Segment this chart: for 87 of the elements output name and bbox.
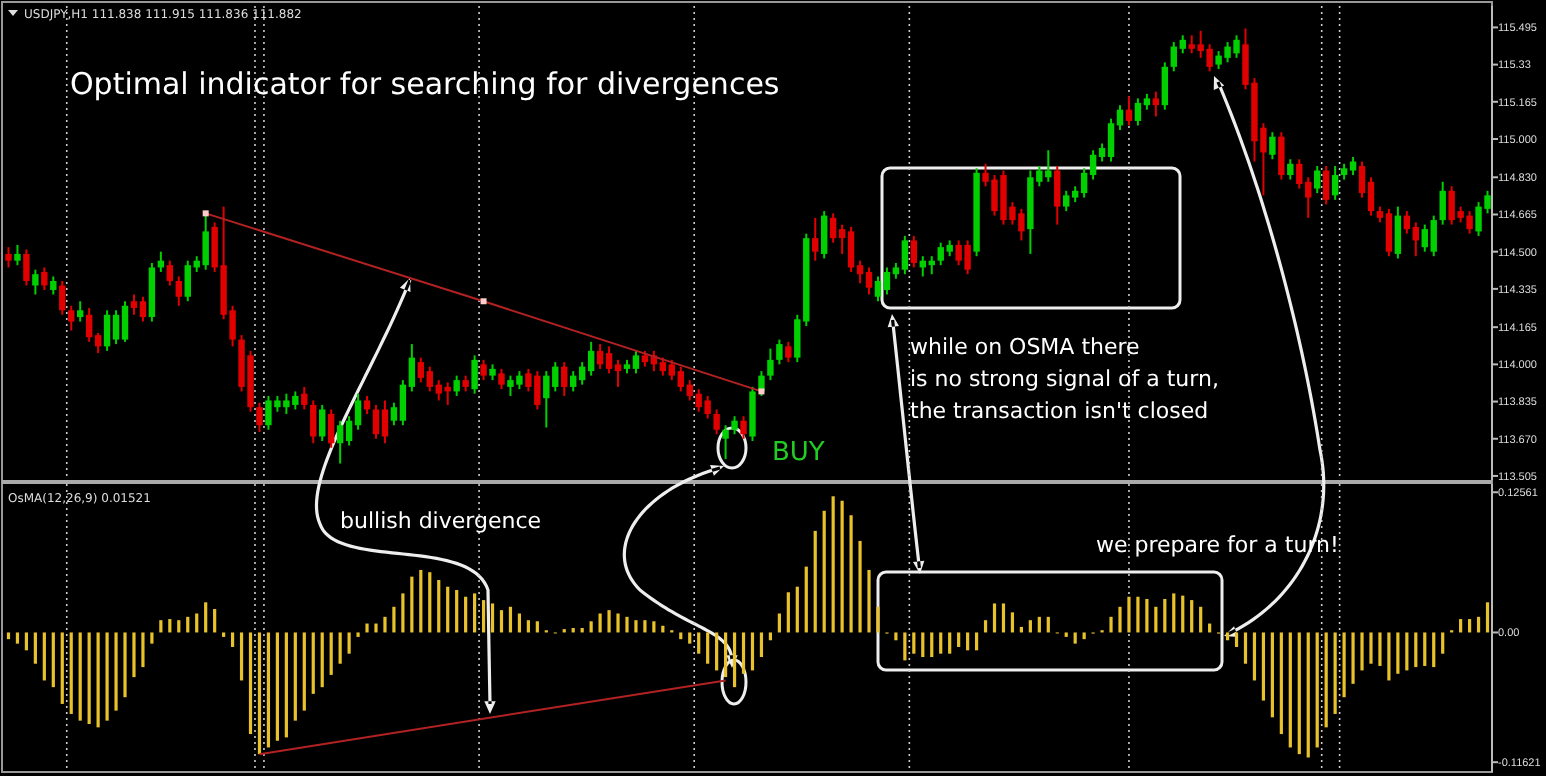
candlestick — [829, 212, 837, 244]
candlestick — [256, 401, 263, 433]
candlestick — [901, 234, 909, 276]
candlestick — [112, 309, 120, 346]
candlestick — [14, 243, 21, 267]
candlestick — [1322, 165, 1330, 206]
candlestick — [1278, 131, 1285, 181]
candlestick — [1152, 90, 1160, 118]
candlestick — [874, 275, 882, 303]
candlestick — [103, 309, 111, 352]
candlestick — [883, 266, 891, 296]
candlestick — [130, 293, 138, 316]
annotation: bullish divergence — [340, 508, 542, 534]
candlestick — [587, 340, 595, 377]
candlestick — [767, 347, 774, 382]
candlestick — [847, 225, 855, 273]
candlestick — [336, 419, 344, 465]
candlestick — [121, 300, 129, 343]
candlestick — [731, 415, 738, 436]
candlestick — [59, 279, 66, 316]
candlestick — [659, 356, 667, 377]
candlestick — [1385, 207, 1393, 258]
candlestick — [1430, 214, 1437, 258]
candlestick — [202, 212, 209, 271]
candlestick — [561, 361, 568, 397]
candlestick — [76, 300, 84, 323]
candlestick — [749, 385, 756, 443]
candlestick — [453, 374, 460, 397]
candlestick — [1287, 158, 1294, 181]
candlestick — [1439, 180, 1446, 226]
candlestick — [1063, 189, 1070, 213]
candlestick — [776, 338, 783, 366]
candlestick — [596, 343, 604, 370]
candlestick — [1349, 156, 1357, 177]
candlestick — [1269, 131, 1276, 161]
candlestick — [570, 370, 577, 393]
candlestick — [498, 367, 505, 391]
point — [480, 298, 487, 305]
candlestick — [605, 345, 613, 375]
candlestick — [740, 415, 747, 440]
candlestick — [820, 210, 828, 260]
candlestick — [713, 408, 720, 436]
candlestick — [812, 216, 819, 262]
candlestick — [5, 246, 12, 269]
candlestick — [1331, 165, 1339, 201]
candlestick — [632, 349, 640, 375]
candlestick — [23, 248, 30, 287]
candlestick — [319, 403, 326, 443]
candlestick — [327, 408, 335, 449]
point — [758, 388, 765, 395]
candlestick — [381, 399, 389, 445]
candlestick — [41, 266, 48, 291]
candlestick — [139, 295, 147, 323]
candlestick — [372, 403, 380, 440]
text: Optimal indicator for searching for divergences — [70, 66, 780, 102]
candlestick — [363, 394, 371, 415]
candlestick — [301, 385, 308, 411]
candlestick — [910, 234, 918, 269]
candlestick — [1054, 165, 1061, 226]
candlestick — [32, 268, 39, 296]
candlestick — [1394, 205, 1402, 260]
candlestick — [722, 424, 729, 461]
candlestick — [865, 266, 873, 296]
point — [202, 210, 209, 217]
candlestick — [1403, 210, 1411, 235]
candlestick — [785, 340, 792, 364]
candlestick — [175, 275, 182, 307]
candlestick — [1134, 97, 1142, 127]
candlestick — [1161, 61, 1169, 111]
candlestick — [668, 358, 676, 382]
annotation: while on OSMA there is no strong signal of a turn, the transaction isn't closed — [910, 334, 1219, 424]
candlestick — [1107, 117, 1115, 163]
candlestick — [543, 370, 550, 429]
candlestick — [480, 358, 487, 382]
candlestick — [85, 307, 93, 343]
candlestick — [614, 358, 622, 388]
candlestick — [50, 275, 57, 296]
candlestick — [68, 304, 75, 332]
candlestick — [1412, 221, 1420, 258]
annotation: BUY — [772, 438, 825, 468]
candlestick — [1314, 165, 1321, 195]
candlestick — [417, 356, 425, 384]
candlestick — [471, 354, 478, 395]
candlestick — [1125, 95, 1133, 127]
candlestick — [166, 259, 174, 287]
candlestick — [1296, 158, 1303, 190]
candlestick — [310, 399, 317, 445]
